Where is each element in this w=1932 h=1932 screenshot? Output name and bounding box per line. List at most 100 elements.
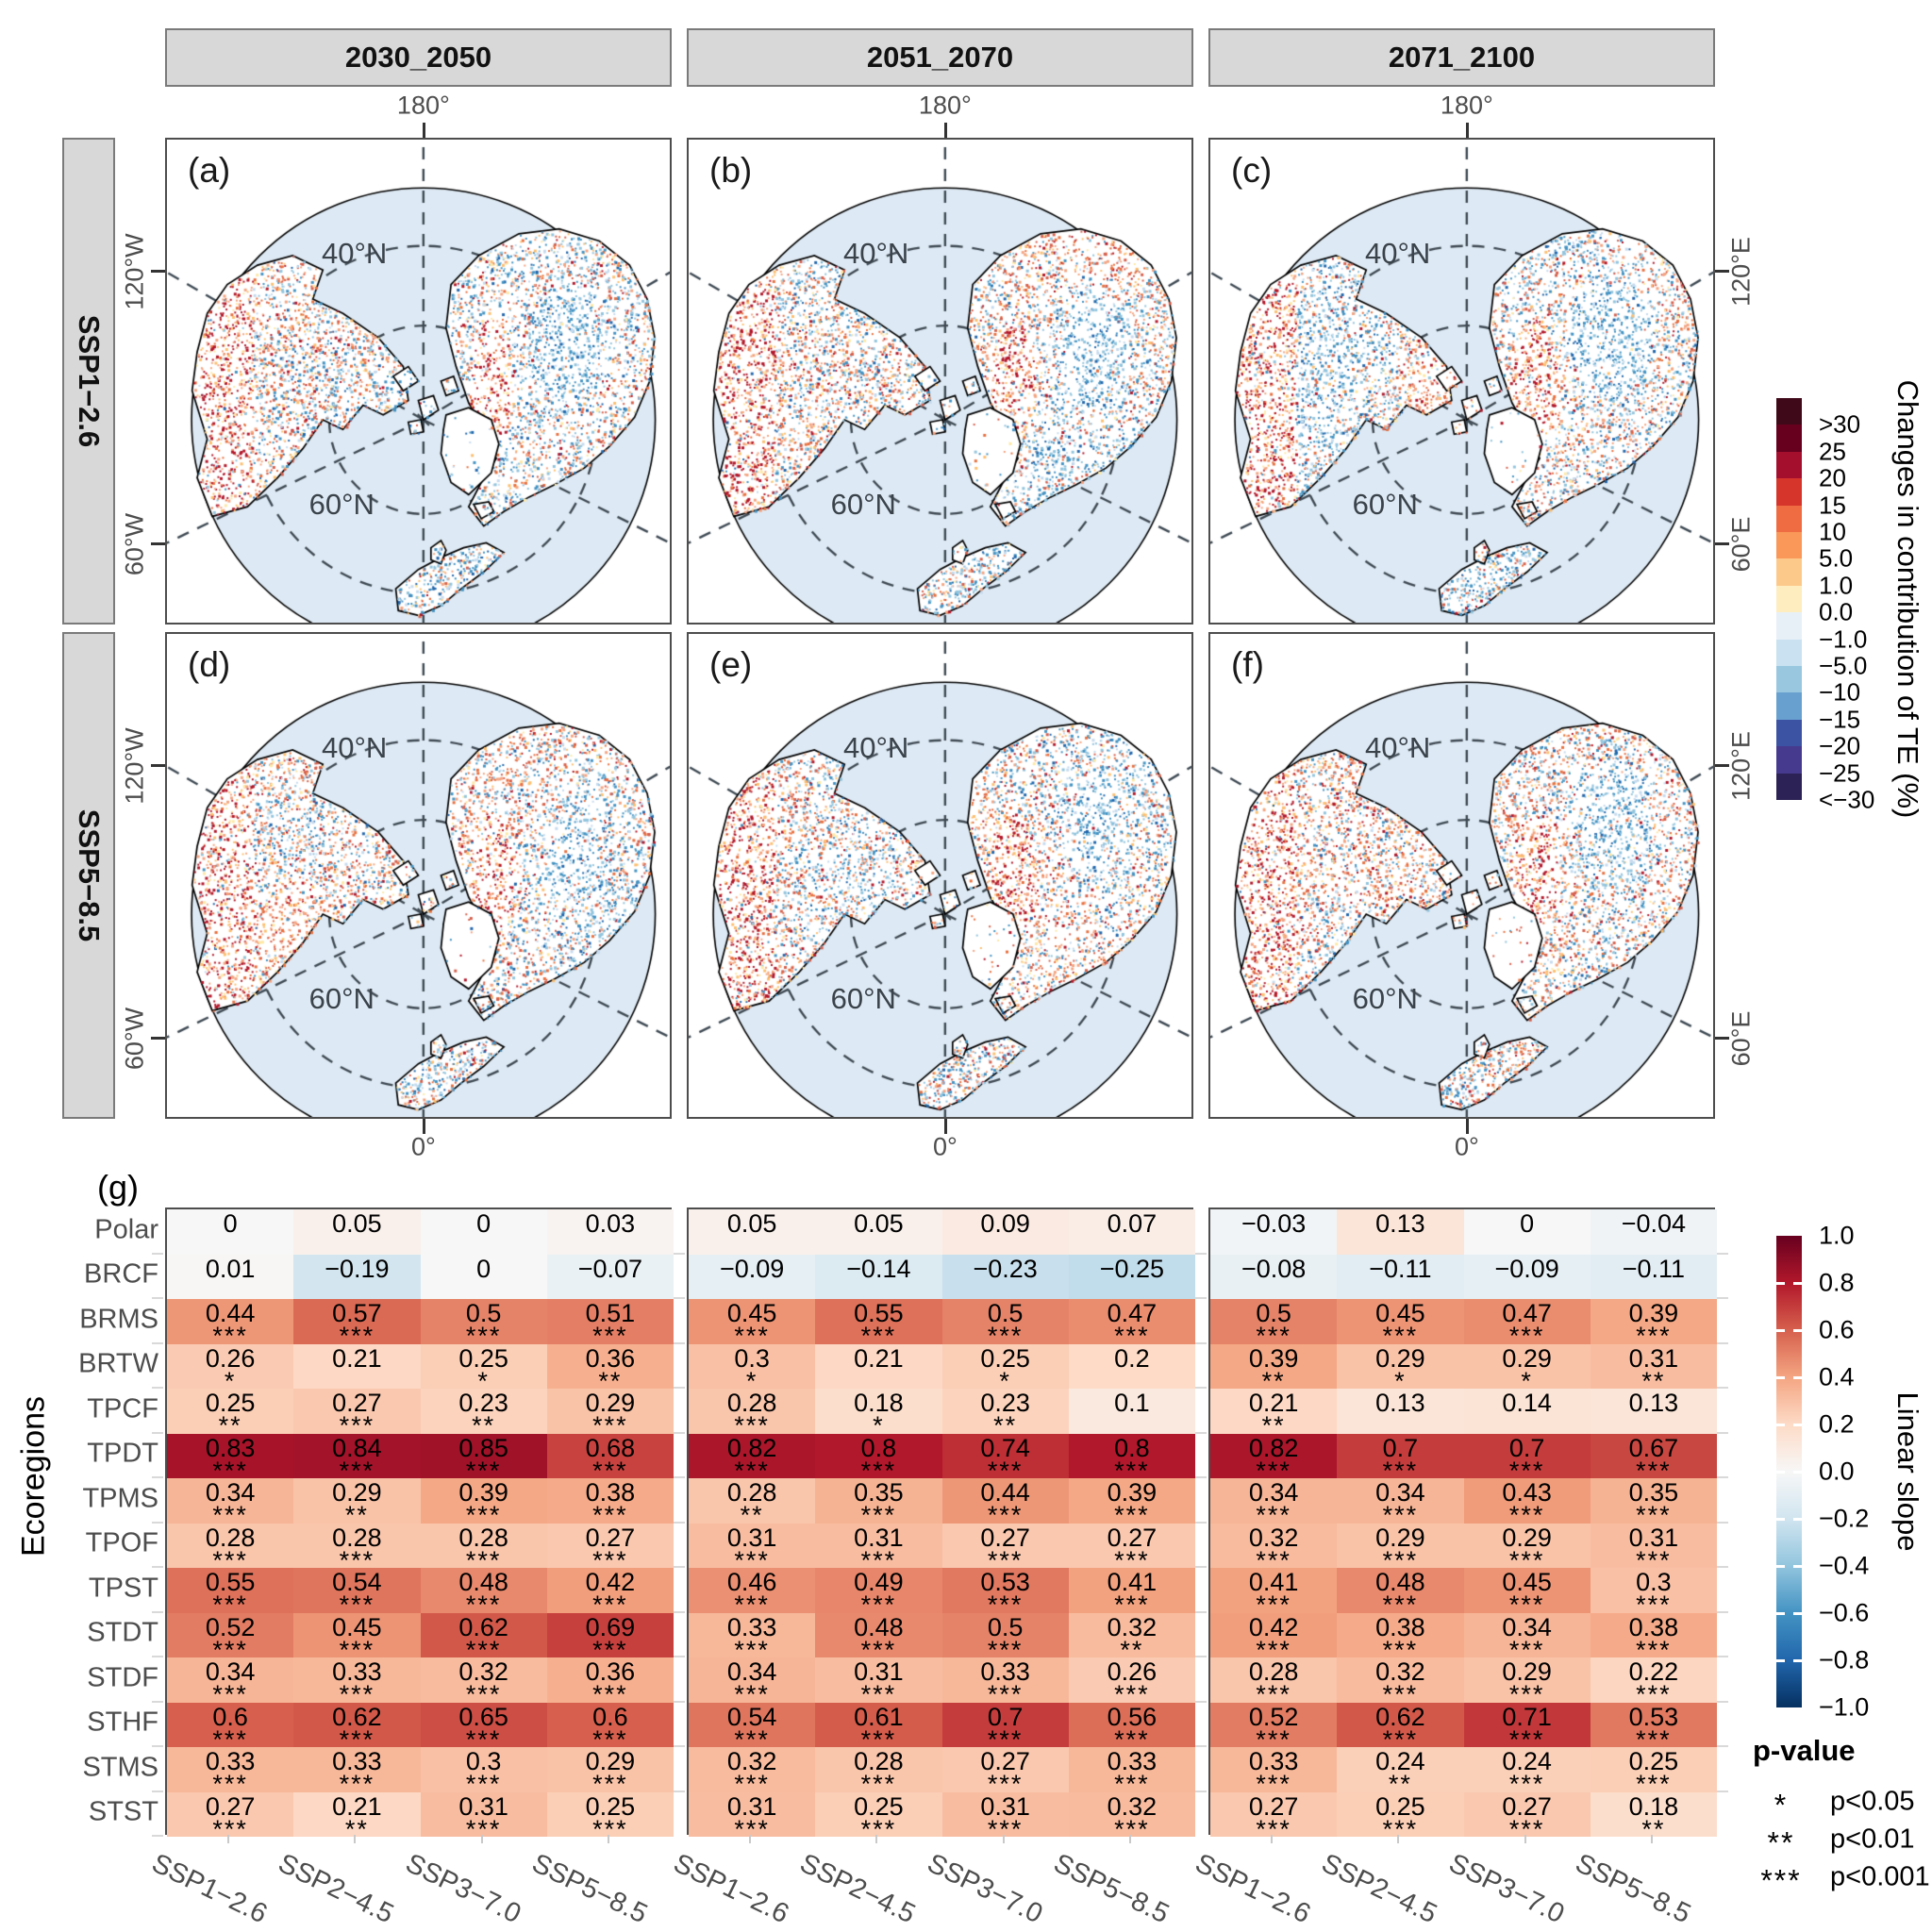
heatmap-cell-value: 0.39 — [458, 1478, 508, 1507]
heatmap-col-tick — [227, 1835, 230, 1843]
heatmap-cell-stars: *** — [860, 1501, 897, 1529]
heatmap-cell-value: 0.28 — [1248, 1657, 1299, 1686]
heatmap-gridline-stub — [1195, 1387, 1207, 1389]
heatmap-cell-stars: *** — [339, 1545, 375, 1574]
map-panel-letter: (c) — [1231, 151, 1273, 190]
heatmap-gridline-stub — [1717, 1297, 1728, 1299]
heatmap-cell-TPMS-2: 0.29 ** — [293, 1478, 421, 1528]
heatmap-cell-TPCF-3: 0.14 — [1463, 1389, 1591, 1434]
heatmap-cell-stars: *** — [734, 1814, 770, 1843]
heatmap-cell-BRTW-1: 0.3 * — [689, 1343, 816, 1393]
heatmap-cell-BRMS-1: 0.44 *** — [167, 1299, 294, 1349]
heatmap-cell-TPCF-2: 0.13 — [1337, 1389, 1464, 1434]
heatmap-cell-BRMS-1: 0.45 *** — [689, 1299, 816, 1349]
strip-period-label: 2051_2070 — [866, 41, 1014, 74]
heatmap-cell-value: −0.09 — [1494, 1254, 1559, 1283]
heatmap-cell-stars: *** — [212, 1545, 248, 1574]
heatmap-cell-Polar-1: −0.03 — [1210, 1209, 1338, 1255]
heatmap-cell-value: 0.28 — [332, 1523, 382, 1552]
heatmap-cell-STMS-1: 0.33 *** — [167, 1747, 294, 1797]
heatmap-cell-value: 0.45 — [726, 1299, 777, 1327]
heatmap-cell-stars: *** — [592, 1591, 628, 1619]
heatmap-cell-stars: *** — [1382, 1545, 1419, 1574]
heatmap-gridline-stub — [1195, 1566, 1207, 1568]
heatmap-cell-value: −0.23 — [973, 1254, 1038, 1283]
heatmap-cell-value: 0.32 — [726, 1747, 777, 1775]
heatmap-cell-value: 0.53 — [980, 1568, 1030, 1596]
heatmap-cell-TPCF-1: 0.28 *** — [689, 1389, 816, 1439]
heatmap-cell-value: 0.32 — [1375, 1657, 1425, 1686]
heatmap-cell-value: 0.5 — [987, 1612, 1024, 1641]
heatmap-cell-STST-3: 0.27 *** — [1463, 1791, 1591, 1841]
heatmap-cell-value: 0.29 — [585, 1389, 636, 1417]
heatmap-gridline-stub — [1717, 1431, 1728, 1434]
heatmap-cell-value: 0.41 — [1248, 1568, 1299, 1596]
heatmap-cell-TPMS-2: 0.35 *** — [815, 1478, 942, 1529]
lon-right-tick — [1715, 1037, 1729, 1041]
heatmap-cell-TPCF-1: 0.25 ** — [167, 1389, 294, 1439]
heatmap-cell-BRMS-4: 0.47 *** — [1068, 1299, 1195, 1349]
slope-colorbar-tick-label: −0.8 — [1819, 1645, 1870, 1674]
lon-left-tick — [151, 542, 165, 546]
slope-colorbar-tick — [1776, 1328, 1785, 1332]
heatmap-cell-STDF-4: 0.26 *** — [1068, 1657, 1195, 1707]
heatmap-cell-BRTW-4: 0.2 — [1068, 1343, 1195, 1389]
heatmap-cell-value: 0.31 — [458, 1791, 508, 1821]
heatmap-gridline-stub — [674, 1790, 685, 1792]
heatmap-cell-STDT-3: 0.5 *** — [941, 1612, 1069, 1662]
heatmap-cell-value: 0.61 — [854, 1702, 904, 1731]
heatmap-cell-STHF-3: 0.7 *** — [941, 1702, 1069, 1752]
te-colorbar-swatch — [1776, 585, 1802, 613]
heatmap-cell-stars: *** — [1114, 1501, 1150, 1529]
slope-colorbar-tick-label: 0.2 — [1819, 1409, 1855, 1439]
heatmap-gridline-stub — [1195, 1790, 1207, 1792]
map-canvas — [1210, 140, 1713, 623]
heatmap-x-label: SSP5−8.5 — [1570, 1848, 1695, 1930]
heatmap-cell-value: 0.07 — [1107, 1209, 1158, 1238]
te-colorbar-swatch — [1776, 746, 1802, 774]
pvalue-label: p<0.001 — [1830, 1861, 1930, 1892]
heatmap-gridline-stub — [674, 1745, 685, 1747]
heatmap-cell-stars: *** — [592, 1501, 628, 1529]
heatmap-cell-STDT-3: 0.34 *** — [1463, 1612, 1591, 1662]
heatmap-cell-stars: *** — [1256, 1770, 1291, 1798]
te-colorbar-tick-label: 5.0 — [1819, 543, 1854, 573]
heatmap-cell-stars: ** — [1261, 1411, 1286, 1440]
heatmap-cell-TPST-4: 0.42 *** — [546, 1568, 674, 1619]
heatmap-cell-STHF-4: 0.56 *** — [1068, 1702, 1195, 1752]
heatmap-cell-STHF-1: 0.54 *** — [689, 1702, 816, 1752]
heatmap-cell-stars: *** — [1256, 1814, 1291, 1843]
strip-scenario-label: SSP1−2.6 — [73, 314, 106, 448]
heatmap-gridline-stub — [1717, 1610, 1728, 1613]
heatmap-cell-value: 0.71 — [1502, 1702, 1552, 1731]
heatmap-row-label-STDF: STDF — [87, 1662, 158, 1693]
heatmap-cell-TPST-2: 0.54 *** — [293, 1568, 421, 1618]
heatmap-cell-value: 0.29 — [1502, 1343, 1552, 1373]
slope-colorbar-tick — [1793, 1611, 1802, 1615]
heatmap-cell-stars: *** — [1256, 1724, 1291, 1754]
heatmap-cell-BRMS-3: 0.5 *** — [941, 1299, 1069, 1349]
heatmap-cell-stars: *** — [1508, 1456, 1545, 1485]
lat-60n-label: 60°N — [308, 488, 375, 521]
heatmap-cell-STST-4: 0.25 *** — [546, 1791, 674, 1841]
heatmap-cell-TPST-3: 0.45 *** — [1463, 1568, 1591, 1618]
heatmap-col-tick — [1002, 1835, 1005, 1843]
heatmap-cell-TPST-1: 0.55 *** — [167, 1568, 294, 1618]
heatmap-cell-STHF-1: 0.6 *** — [167, 1702, 294, 1752]
heatmap-cell-STMS-1: 0.32 *** — [689, 1747, 816, 1797]
heatmap-cell-value: 0.8 — [860, 1433, 897, 1462]
heatmap-cell-stars: *** — [339, 1411, 375, 1440]
te-colorbar-tick-label: −25 — [1819, 758, 1861, 788]
heatmap-cell-STDT-3: 0.62 *** — [420, 1612, 547, 1662]
lon-left-tick — [151, 764, 165, 768]
heatmap-cell-value: 0.55 — [854, 1299, 904, 1327]
heatmap-cell-value: 0.33 — [980, 1657, 1030, 1686]
heatmap-gridline-stub — [1195, 1431, 1207, 1434]
heatmap-cell-value: 0.49 — [854, 1568, 904, 1596]
meridian-180-label: 180° — [396, 91, 450, 120]
heatmap-cell-BRCF-1: 0.01 — [167, 1254, 294, 1299]
heatmap-cell-Polar-2: 0.05 — [815, 1209, 942, 1255]
heatmap-gridline-stub — [674, 1656, 685, 1657]
heatmap-cell-TPMS-3: 0.39 *** — [420, 1478, 547, 1528]
heatmap-cell-STDF-3: 0.29 *** — [1463, 1657, 1591, 1707]
